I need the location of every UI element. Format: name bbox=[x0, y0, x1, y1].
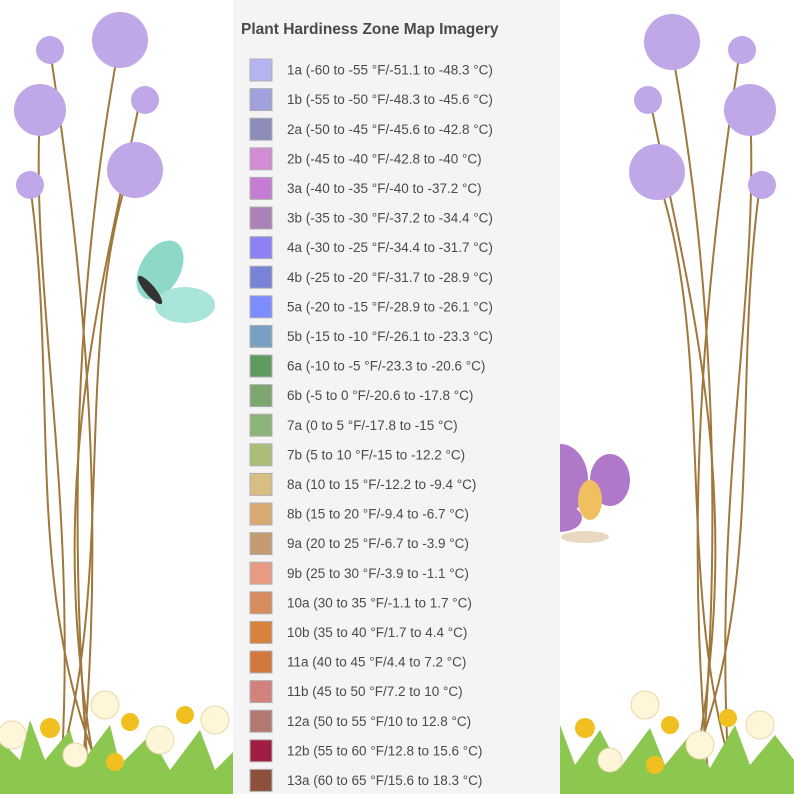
legend-swatch bbox=[249, 324, 273, 348]
legend-label: 1b (-55 to -50 °F/-48.3 to -45.6 °C) bbox=[287, 92, 493, 107]
legend-label: 7b (5 to 10 °F/-15 to -12.2 °C) bbox=[287, 447, 465, 462]
legend-label: 3b (-35 to -30 °F/-37.2 to -34.4 °C) bbox=[287, 211, 493, 226]
legend-label: 2b (-45 to -40 °F/-42.8 to -40 °C) bbox=[287, 151, 482, 166]
flowers-right bbox=[629, 14, 776, 200]
legend-swatch bbox=[249, 176, 273, 200]
legend-label: 4a (-30 to -25 °F/-34.4 to -31.7 °C) bbox=[287, 240, 493, 255]
legend-swatch bbox=[249, 58, 273, 82]
legend-swatch bbox=[249, 236, 273, 260]
legend-label: 11a (40 to 45 °F/4.4 to 7.2 °C) bbox=[287, 655, 466, 670]
legend-swatch bbox=[249, 768, 273, 792]
legend-label: 6a (-10 to -5 °F/-23.3 to -20.6 °C) bbox=[287, 359, 485, 374]
legend-label: 11b (45 to 50 °F/7.2 to 10 °C) bbox=[287, 684, 463, 699]
legend-swatch bbox=[249, 591, 273, 615]
legend-swatch bbox=[249, 265, 273, 289]
legend-swatch bbox=[249, 532, 273, 556]
legend-label: 5a (-20 to -15 °F/-28.9 to -26.1 °C) bbox=[287, 299, 493, 314]
legend-label: 8b (15 to 20 °F/-9.4 to -6.7 °C) bbox=[287, 507, 469, 522]
legend-label: 7a (0 to 5 °F/-17.8 to -15 °C) bbox=[287, 418, 458, 433]
legend-swatch bbox=[249, 680, 273, 704]
legend-swatch bbox=[249, 147, 273, 171]
legend-label: 10a (30 to 35 °F/-1.1 to 1.7 °C) bbox=[287, 595, 472, 610]
legend-items: 1a (-60 to -55 °F/-51.1 to -48.3 °C) 1b (… bbox=[249, 58, 493, 792]
legend-swatch bbox=[249, 650, 273, 674]
legend-label: 9a (20 to 25 °F/-6.7 to -3.9 °C) bbox=[287, 536, 469, 551]
legend-label: 5b (-15 to -10 °F/-26.1 to -23.3 °C) bbox=[287, 329, 493, 344]
legend-label: 1a (-60 to -55 °F/-51.1 to -48.3 °C) bbox=[287, 63, 493, 78]
legend-label: 9b (25 to 30 °F/-3.9 to -1.1 °C) bbox=[287, 566, 469, 581]
legend-swatch bbox=[249, 620, 273, 644]
legend-swatch bbox=[249, 561, 273, 585]
legend-label: 3a (-40 to -35 °F/-40 to -37.2 °C) bbox=[287, 181, 482, 196]
legend-swatch bbox=[249, 384, 273, 408]
legend-swatch bbox=[249, 472, 273, 496]
legend-swatch bbox=[249, 443, 273, 467]
legend-label: 12a (50 to 55 °F/10 to 12.8 °C) bbox=[287, 714, 471, 729]
legend-label: 10b (35 to 40 °F/1.7 to 4.4 °C) bbox=[287, 625, 467, 640]
flowers-left bbox=[14, 12, 163, 199]
legend-swatch bbox=[249, 709, 273, 733]
legend-title: Plant Hardiness Zone Map Imagery bbox=[241, 21, 499, 38]
legend-swatch bbox=[249, 739, 273, 763]
legend-label: 4b (-25 to -20 °F/-31.7 to -28.9 °C) bbox=[287, 270, 493, 285]
legend-label: 2a (-50 to -45 °F/-45.6 to -42.8 °C) bbox=[287, 122, 493, 137]
butterfly-left bbox=[136, 240, 215, 323]
legend-swatch bbox=[249, 206, 273, 230]
legend-label: 12b (55 to 60 °F/12.8 to 15.6 °C) bbox=[287, 743, 482, 758]
legend-label: 8a (10 to 15 °F/-12.2 to -9.4 °C) bbox=[287, 477, 476, 492]
legend-swatch bbox=[249, 354, 273, 378]
legend-label: 6b (-5 to 0 °F/-20.6 to -17.8 °C) bbox=[287, 388, 473, 403]
yellow-flowers bbox=[40, 706, 737, 774]
legend-swatch bbox=[249, 413, 273, 437]
legend-swatch bbox=[249, 295, 273, 319]
legend-panel bbox=[233, 0, 560, 794]
legend-swatch bbox=[249, 502, 273, 526]
legend-swatch bbox=[249, 117, 273, 141]
legend-label: 13a (60 to 65 °F/15.6 to 18.3 °C) bbox=[287, 773, 482, 788]
legend-swatch bbox=[249, 88, 273, 112]
